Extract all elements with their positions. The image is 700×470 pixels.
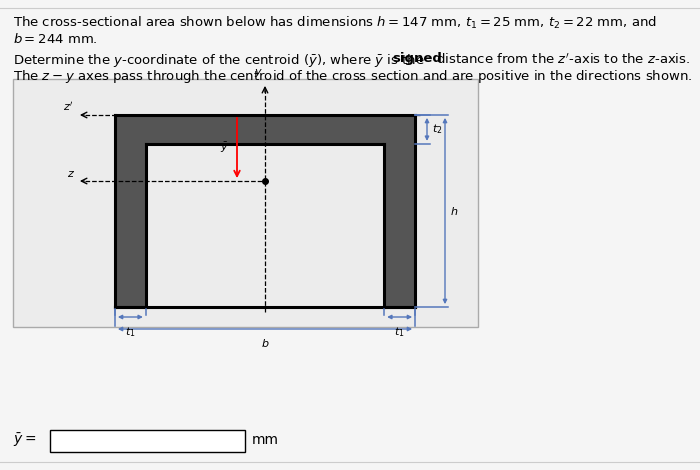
Bar <box>384 144 415 307</box>
Text: mm: mm <box>252 433 279 447</box>
Text: The cross-sectional area shown below has dimensions $h = 147$ mm, $t_1 = 25$ mm,: The cross-sectional area shown below has… <box>13 15 657 31</box>
Text: y: y <box>255 67 261 77</box>
Bar <box>13 79 478 327</box>
Bar <box>50 430 245 452</box>
Text: $b = 244$ mm.: $b = 244$ mm. <box>13 32 98 46</box>
Text: The $z - y$ axes pass through the centroid of the cross section and are positive: The $z - y$ axes pass through the centro… <box>13 68 692 85</box>
Text: $h$: $h$ <box>450 205 459 217</box>
Text: $z'$: $z'$ <box>62 100 73 113</box>
Text: $t_1$: $t_1$ <box>125 325 136 339</box>
Text: z: z <box>67 169 73 179</box>
Text: $\bar{y}$: $\bar{y}$ <box>220 141 229 155</box>
Bar <box>115 115 415 144</box>
Text: signed: signed <box>392 52 442 65</box>
Text: $t_1$: $t_1$ <box>394 325 405 339</box>
Text: $t_2$: $t_2$ <box>432 123 442 136</box>
Text: Determine the $y$-coordinate of the centroid ($\bar{y}$), where $\bar{y}$ is the: Determine the $y$-coordinate of the cent… <box>13 52 426 69</box>
Text: $\bar{y} =$: $\bar{y} =$ <box>13 431 36 449</box>
Text: distance from the $z'$-axis to the $z$-axis.: distance from the $z'$-axis to the $z$-a… <box>432 52 690 66</box>
Bar <box>115 144 146 307</box>
Text: $b$: $b$ <box>260 337 270 349</box>
